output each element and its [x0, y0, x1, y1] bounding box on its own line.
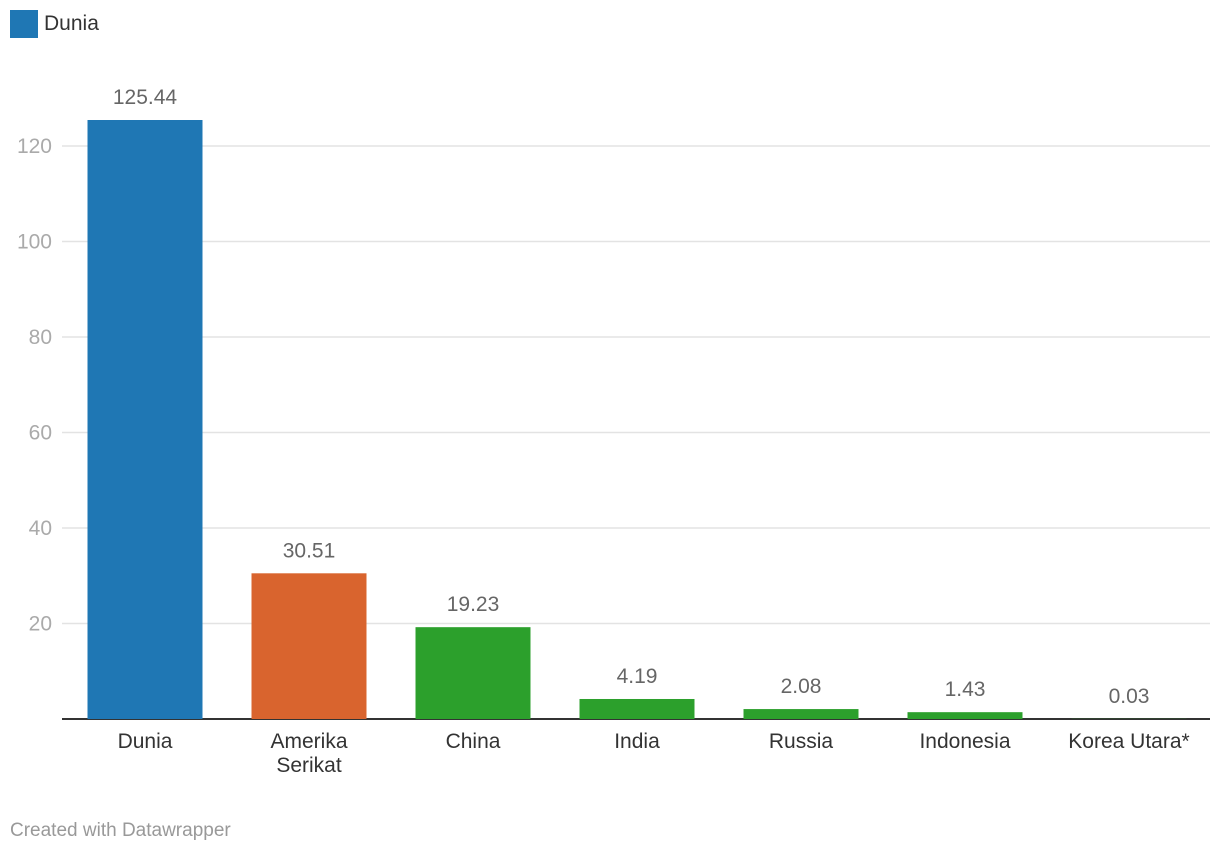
y-tick-label: 40: [29, 517, 52, 540]
value-label: 19.23: [447, 593, 500, 616]
category-label: Russia: [769, 730, 834, 753]
y-tick-label: 120: [17, 135, 52, 158]
bar-dunia: [87, 120, 203, 719]
credit-text: Created with Datawrapper: [10, 820, 231, 841]
category-label: India: [614, 730, 660, 753]
legend-label: Dunia: [44, 12, 99, 35]
labels: 20 40 60 80 100 120 125.44 Dunia 30.51 Amerika Ser…: [17, 86, 1190, 777]
grid-lines: [62, 145, 1210, 720]
legend-swatch: [10, 10, 38, 38]
category-label: Amerika Serikat: [270, 730, 347, 777]
bar-amerika-serikat: [251, 573, 367, 719]
category-label: Indonesia: [919, 730, 1010, 753]
bars: [87, 120, 1187, 719]
bar-russia: [743, 709, 859, 719]
category-label: Dunia: [118, 730, 173, 753]
value-label: 4.19: [617, 665, 658, 688]
value-label: 0.03: [1109, 685, 1150, 708]
y-tick-label: 80: [29, 326, 52, 349]
value-label: 2.08: [781, 675, 822, 698]
legend: Dunia: [10, 10, 99, 38]
y-tick-label: 20: [29, 612, 52, 635]
value-label: 125.44: [113, 86, 178, 109]
y-tick-label: 100: [17, 230, 52, 253]
value-label: 1.43: [945, 678, 986, 701]
bar-india: [579, 698, 695, 719]
bar-china: [415, 627, 531, 719]
bar-chart: 20 40 60 80 100 120 125.44 Dunia 30.51 Amerika Ser…: [17, 86, 1210, 777]
category-label: Korea Utara*: [1068, 730, 1189, 753]
category-label: China: [446, 730, 501, 753]
bar-indonesia: [907, 712, 1023, 719]
value-label: 30.51: [283, 539, 336, 562]
y-tick-label: 60: [29, 421, 52, 444]
